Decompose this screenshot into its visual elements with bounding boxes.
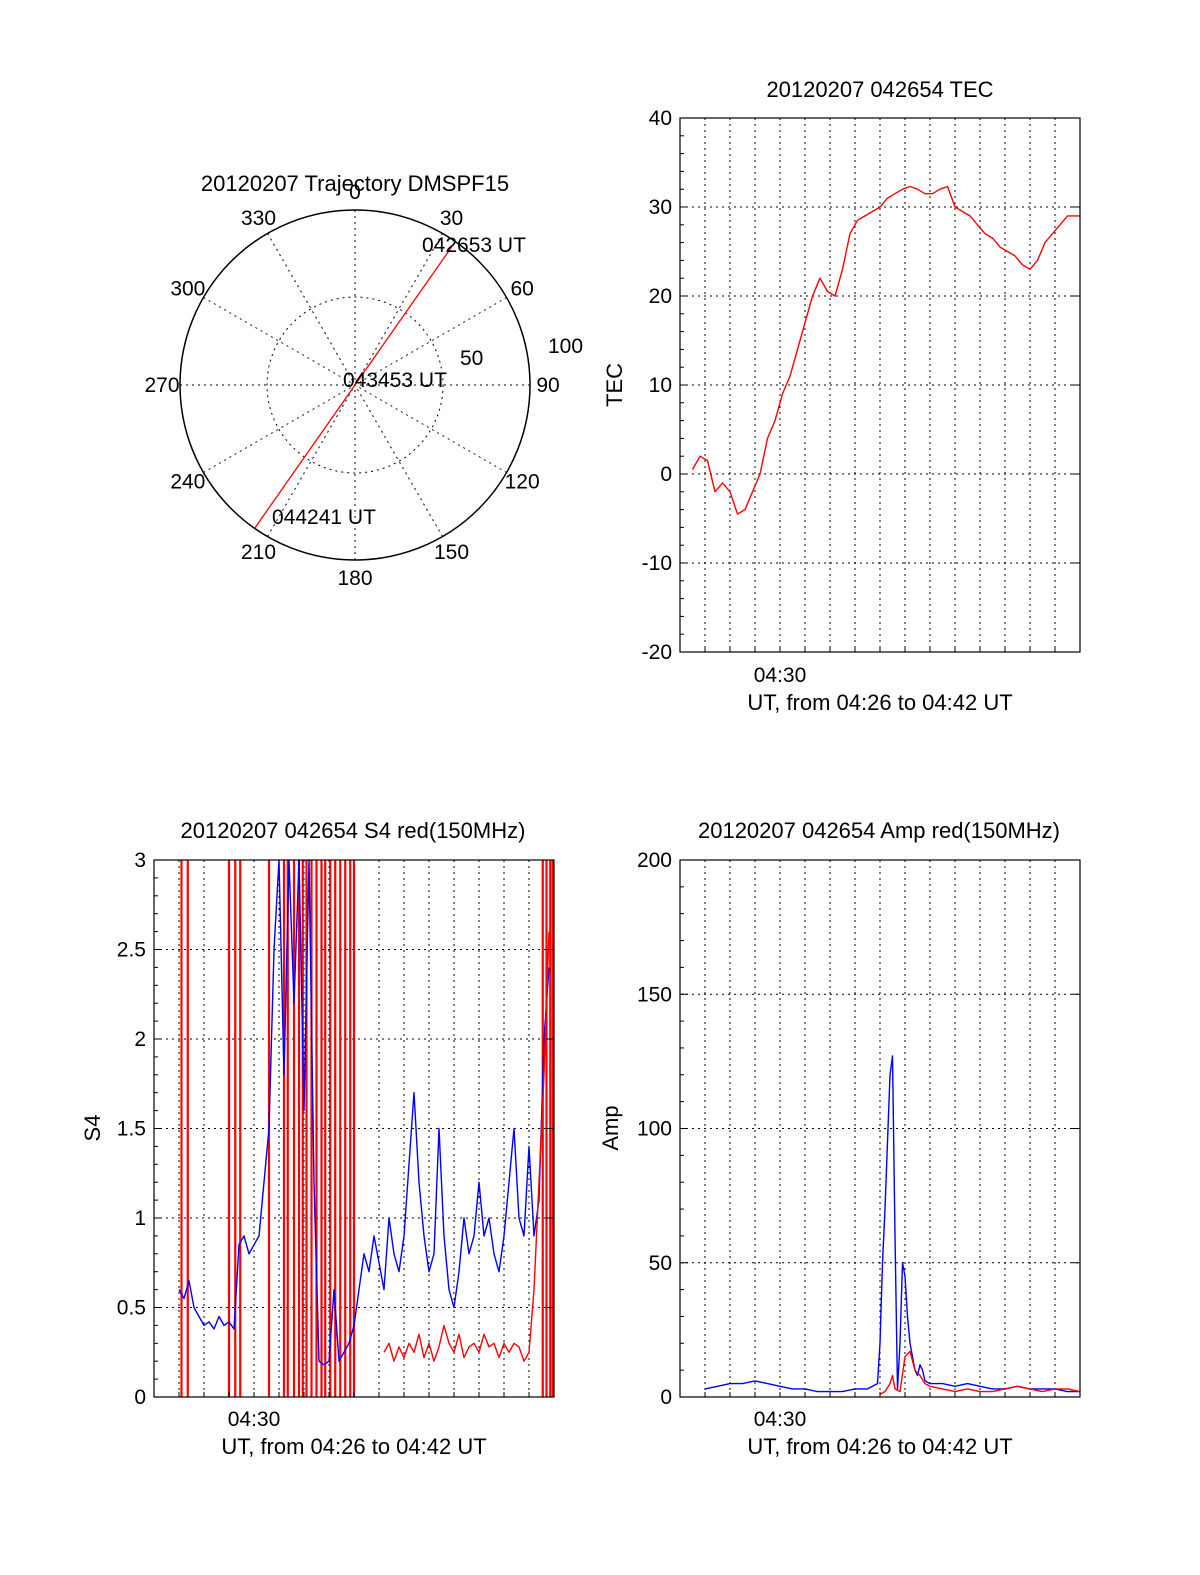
polar-inner-circle — [266, 296, 444, 474]
tec-y-label: TEC — [602, 363, 627, 407]
polar-azimuth-labels: 0 30 60 90 120 150 180 210 240 270 300 330 — [144, 181, 559, 590]
s4-y-label: S4 — [80, 1115, 105, 1142]
polar-radial-label-50: 50 — [460, 347, 483, 370]
polar-radial-label-100: 100 — [548, 335, 583, 358]
series-line-0 — [691, 185, 1080, 515]
y-tick-label: -20 — [642, 641, 672, 664]
y-tick-label: 30 — [649, 196, 672, 219]
y-tick-label: 50 — [649, 1252, 672, 1275]
trajectory-end-label: 044241 UT — [272, 506, 376, 529]
y-tick-label: 0.5 — [117, 1297, 146, 1320]
polar-azimuth-label: 330 — [241, 207, 276, 230]
series-line-1 — [879, 1350, 1081, 1395]
tec-data — [691, 185, 1080, 515]
y-tick-label: 3 — [134, 849, 146, 872]
tec-grid — [680, 118, 1080, 652]
y-tick-label: 40 — [649, 107, 672, 130]
amp-data — [704, 1055, 1081, 1395]
polar-azimuth-label: 180 — [337, 567, 372, 590]
amp-title: 20120207 042654 Amp red(150MHz) — [698, 818, 1060, 843]
series-line-0 — [178, 859, 550, 1366]
amp-chart: 20120207 042654 Amp red(150MHz) 0 50 100 15… — [598, 818, 1081, 1459]
trajectory-mid-label: 043453 UT — [343, 369, 447, 392]
tec-chart: 20120207 042654 TEC -20 -10 0 10 20 30 40 04:3… — [602, 77, 1081, 715]
s4-x-tick-label: 04:30 — [228, 1408, 281, 1431]
polar-chart: 20120207 Trajectory DMSPF15 0 30 60 90 120 15… — [144, 171, 583, 590]
amp-y-label: Amp — [598, 1105, 623, 1150]
polar-azimuth-label: 120 — [505, 471, 540, 494]
y-tick-label: -10 — [642, 552, 672, 575]
y-tick-label: 0 — [134, 1386, 146, 1409]
polar-azimuth-label: 300 — [170, 278, 205, 301]
y-tick-label: 0 — [660, 463, 672, 486]
tec-x-label: UT, from 04:26 to 04:42 UT — [747, 690, 1012, 715]
polar-title: 20120207 Trajectory DMSPF15 — [201, 171, 509, 196]
trajectory-start-label: 042653 UT — [422, 234, 526, 257]
y-tick-label: 2.5 — [117, 939, 146, 962]
amp-y-ticks: 0 50 100 150 200 — [637, 849, 1081, 1409]
polar-azimuth-label: 210 — [241, 541, 276, 564]
trajectory-line — [254, 241, 456, 529]
y-tick-label: 1 — [134, 1207, 146, 1230]
y-tick-label: 2 — [134, 1028, 146, 1051]
y-tick-label: 1.5 — [117, 1118, 146, 1141]
polar-azimuth-label: 30 — [440, 207, 463, 230]
y-tick-label: 100 — [637, 1118, 672, 1141]
polar-azimuth-label: 270 — [144, 374, 179, 397]
series-line-1 — [383, 931, 550, 1362]
y-tick-label: 0 — [660, 1386, 672, 1409]
tec-x-tick-label: 04:30 — [754, 664, 807, 687]
tec-title: 20120207 042654 TEC — [766, 77, 993, 102]
series-line-0 — [704, 1055, 1080, 1393]
tec-y-ticks: -20 -10 0 10 20 30 40 — [642, 107, 1081, 664]
polar-azimuth-label: 240 — [170, 471, 205, 494]
polar-azimuth-label: 150 — [434, 541, 469, 564]
amp-grid — [680, 860, 1080, 1397]
s4-title: 20120207 042654 S4 red(150MHz) — [181, 818, 526, 843]
polar-azimuth-label: 0 — [349, 181, 361, 204]
amp-x-tick-label: 04:30 — [754, 1408, 807, 1431]
y-tick-label: 200 — [637, 849, 672, 872]
y-tick-label: 20 — [649, 285, 672, 308]
s4-x-label: UT, from 04:26 to 04:42 UT — [221, 1434, 486, 1459]
y-tick-label: 10 — [649, 374, 672, 397]
y-tick-label: 150 — [637, 983, 672, 1006]
polar-azimuth-label: 60 — [510, 278, 533, 301]
s4-chart: 20120207 042654 S4 red(150MHz) 0 0.5 1 1.5 2… — [80, 818, 555, 1459]
polar-azimuth-label: 90 — [536, 374, 559, 397]
s4-y-ticks: 0 0.5 1 1.5 2 2.5 3 — [117, 849, 555, 1409]
amp-x-label: UT, from 04:26 to 04:42 UT — [747, 1434, 1012, 1459]
